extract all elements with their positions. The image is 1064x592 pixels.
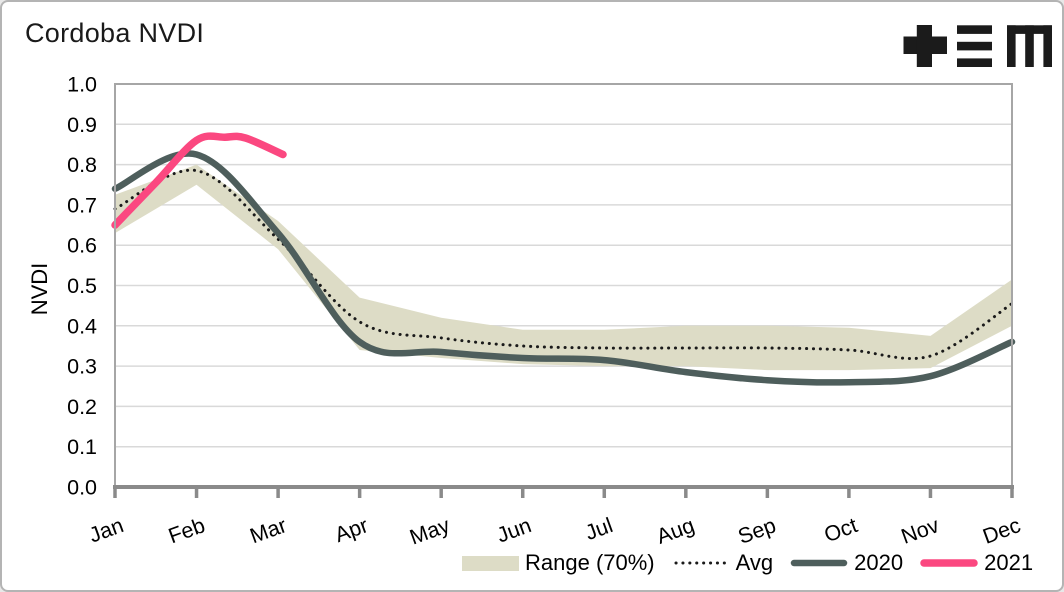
- x-tick-label: Dec: [980, 513, 1024, 549]
- y-tick-label: 0.6: [67, 234, 97, 258]
- y-tick-label: 0.4: [67, 314, 97, 338]
- x-tick-label: Oct: [821, 513, 861, 547]
- line-2021-swatch: [920, 559, 978, 567]
- x-tick-label: Jun: [494, 513, 535, 547]
- legend: Range (70%) Avg 2020 2021: [462, 546, 1033, 580]
- x-tick-label: Nov: [898, 513, 942, 549]
- range-band-swatch: [462, 555, 519, 571]
- y-tick-label: 0.5: [67, 274, 97, 298]
- y-tick-label: 0.3: [67, 355, 97, 379]
- chart-title: Cordoba NVDI: [25, 18, 205, 48]
- legend-label-avg: Avg: [735, 550, 774, 575]
- legend-label-2020: 2020: [854, 550, 904, 575]
- line-2021: [111, 132, 287, 229]
- avg-line: [113, 168, 1014, 360]
- y-tick-label: 0.0: [67, 476, 97, 500]
- y-tick-label: 0.9: [67, 113, 97, 137]
- x-tick-label: Jul: [582, 513, 616, 545]
- legend-item-2020: 2020: [790, 550, 903, 576]
- legend-item-2021: 2021: [920, 550, 1033, 576]
- line-2020: [111, 150, 1016, 386]
- y-tick-label: 1.0: [67, 73, 97, 97]
- x-tick-label: May: [407, 513, 454, 550]
- legend-item-range: Range (70%): [462, 550, 655, 576]
- avg-dotted-swatch: [674, 561, 728, 565]
- x-tick-label: Sep: [735, 513, 779, 549]
- legend-item-avg: Avg: [672, 550, 774, 576]
- y-tick-label: 0.1: [67, 435, 97, 459]
- x-tick-label: Feb: [165, 513, 208, 548]
- x-tick-label: Aug: [653, 513, 697, 549]
- y-tick-label: 0.2: [67, 395, 97, 419]
- x-tick-label: Apr: [332, 513, 372, 547]
- legend-label-2021: 2021: [984, 550, 1034, 575]
- line-2020-swatch: [790, 559, 848, 567]
- y-tick-label: 0.8: [67, 153, 97, 177]
- y-tick-label: 0.7: [67, 193, 97, 217]
- x-tick-label: Jan: [86, 513, 127, 547]
- x-tick-label: Mar: [247, 513, 290, 548]
- legend-label-range: Range (70%): [525, 550, 655, 575]
- tem-logo-icon: [903, 25, 1052, 67]
- tem-logo: [895, 16, 1055, 72]
